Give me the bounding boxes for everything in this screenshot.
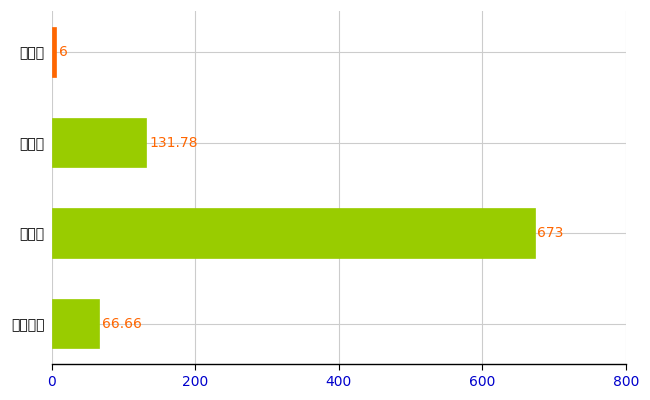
- Bar: [51, 299, 99, 348]
- Text: 66.66: 66.66: [102, 316, 142, 330]
- Bar: [51, 27, 56, 77]
- Bar: [51, 208, 534, 258]
- Bar: [51, 118, 146, 168]
- Text: 131.78: 131.78: [149, 136, 198, 150]
- Text: 673: 673: [538, 226, 564, 240]
- Text: 6: 6: [58, 45, 68, 59]
